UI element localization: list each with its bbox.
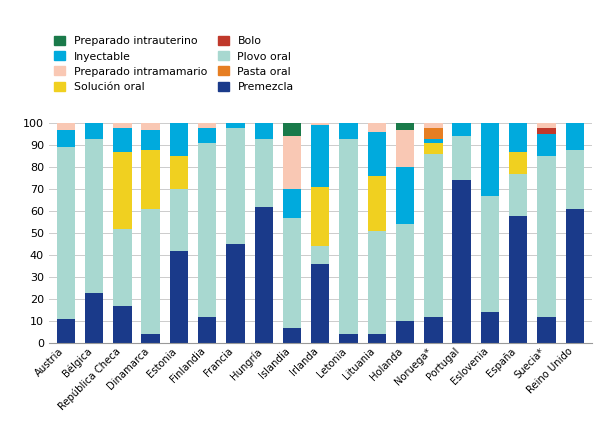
Bar — [424, 139, 442, 143]
Bar — [537, 128, 556, 134]
Bar — [57, 319, 75, 343]
Bar — [424, 114, 442, 117]
Bar — [509, 123, 528, 152]
Bar — [565, 150, 584, 209]
Bar — [565, 123, 584, 150]
Bar — [509, 216, 528, 343]
Bar — [537, 317, 556, 343]
Bar — [142, 130, 160, 150]
Bar — [142, 150, 160, 209]
Bar — [339, 334, 357, 343]
Bar — [142, 123, 160, 130]
Bar — [254, 207, 273, 343]
Bar — [113, 128, 132, 152]
Bar — [283, 328, 301, 343]
Bar — [481, 123, 499, 196]
Bar — [170, 189, 188, 251]
Bar — [565, 209, 584, 343]
Bar — [57, 147, 75, 319]
Bar — [142, 209, 160, 334]
Bar — [85, 293, 103, 343]
Bar — [509, 152, 528, 174]
Bar — [226, 128, 245, 244]
Bar — [311, 187, 329, 246]
Bar — [170, 251, 188, 343]
Bar — [339, 123, 357, 139]
Bar — [142, 334, 160, 343]
Bar — [113, 229, 132, 306]
Bar — [396, 321, 414, 343]
Bar — [113, 306, 132, 343]
Bar — [198, 128, 217, 143]
Legend: Preparado intrauterino, Inyectable, Preparado intramamario, Solución oral, Bolo,: Preparado intrauterino, Inyectable, Prep… — [54, 36, 293, 92]
Bar — [198, 317, 217, 343]
Bar — [424, 117, 442, 128]
Bar — [57, 130, 75, 147]
Bar — [170, 123, 188, 156]
Bar — [226, 123, 245, 128]
Bar — [283, 189, 301, 218]
Bar — [113, 152, 132, 229]
Bar — [113, 123, 132, 128]
Bar — [311, 264, 329, 343]
Bar — [198, 123, 217, 128]
Bar — [481, 312, 499, 343]
Bar — [396, 123, 414, 130]
Bar — [170, 156, 188, 189]
Bar — [453, 136, 471, 180]
Bar — [537, 134, 556, 156]
Bar — [424, 128, 442, 139]
Bar — [283, 123, 301, 136]
Bar — [85, 139, 103, 293]
Bar — [57, 123, 75, 130]
Bar — [368, 231, 386, 334]
Bar — [368, 132, 386, 176]
Bar — [283, 136, 301, 189]
Bar — [453, 123, 471, 136]
Bar — [254, 139, 273, 207]
Bar — [396, 130, 414, 167]
Bar — [198, 143, 217, 317]
Bar — [509, 174, 528, 216]
Bar — [368, 123, 386, 132]
Bar — [339, 139, 357, 334]
Bar — [396, 224, 414, 321]
Bar — [311, 246, 329, 264]
Bar — [85, 123, 103, 139]
Bar — [537, 123, 556, 128]
Bar — [537, 156, 556, 317]
Bar — [481, 196, 499, 312]
Bar — [283, 218, 301, 328]
Bar — [226, 244, 245, 343]
Bar — [424, 143, 442, 154]
Bar — [368, 334, 386, 343]
Bar — [424, 154, 442, 317]
Bar — [254, 123, 273, 139]
Bar — [311, 125, 329, 187]
Bar — [453, 180, 471, 343]
Bar — [424, 317, 442, 343]
Bar — [368, 176, 386, 231]
Bar — [311, 123, 329, 125]
Bar — [396, 167, 414, 224]
